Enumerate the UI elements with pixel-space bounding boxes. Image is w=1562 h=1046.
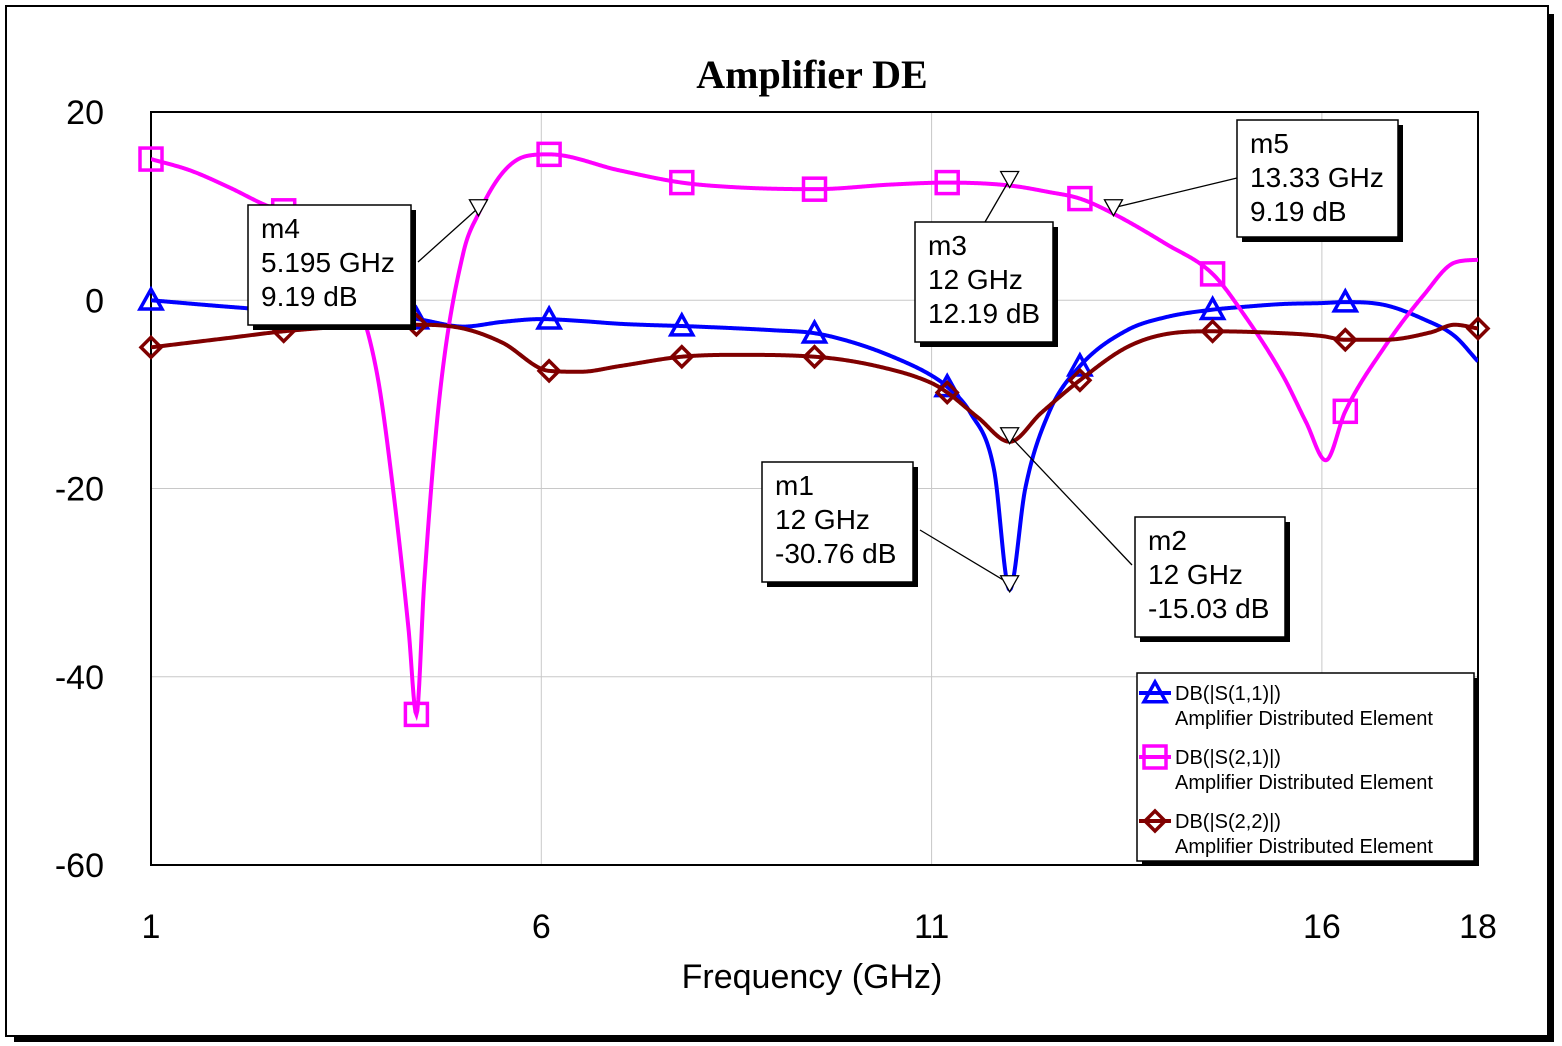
- series-marker-point: [1332, 327, 1358, 353]
- series-marker-point: [138, 334, 164, 360]
- series-marker-point: [1331, 287, 1360, 313]
- marker-pointer-m4: [468, 199, 489, 218]
- series-marker-point: [1332, 398, 1359, 425]
- marker-m2-value: -15.03 dB: [1148, 593, 1269, 624]
- shadow-right: [1548, 14, 1554, 1040]
- chart-title: Amplifier DE: [696, 52, 927, 97]
- marker-leader-m3: [984, 179, 1011, 223]
- series-marker-point: [536, 358, 562, 384]
- series-marker-point: [1067, 185, 1093, 212]
- marker-box-m3: [914, 221, 1054, 343]
- shadow-bottom: [14, 1036, 1554, 1042]
- marker-m4-name: m4: [261, 213, 300, 244]
- marker-m1-name: m1: [775, 470, 814, 501]
- legend-swatch-marker: [1141, 678, 1169, 704]
- marker-m4-freq: 5.195 GHz: [261, 247, 395, 278]
- marker-m3-name: m3: [928, 230, 967, 261]
- marker-box-m5: [1236, 119, 1399, 238]
- x-tick-label: 11: [914, 908, 949, 946]
- series-marker-point: [667, 311, 696, 337]
- marker-m5-freq: 13.33 GHz: [1250, 162, 1384, 193]
- legend-swatch-marker: [1142, 808, 1168, 834]
- legend-swatch-marker: [1142, 744, 1168, 770]
- legend: DB(|S(1,1)|) Amplifier Distributed Elemen…: [1136, 672, 1479, 866]
- marker-box-m2: [1134, 516, 1286, 638]
- marker-pointer-m3: [999, 170, 1020, 189]
- legend-series-name: DB(|S(2,1)|): [1175, 747, 1281, 769]
- series-marker-point: [802, 344, 827, 370]
- marker-m2-name: m2: [1148, 525, 1187, 556]
- marker-m3-value: 12.19 dB: [928, 298, 1040, 329]
- legend-series-subname: Amplifier Distributed Element: [1175, 836, 1433, 858]
- x-tick-label: 6: [532, 908, 551, 946]
- x-tick-label: 16: [1303, 908, 1341, 946]
- marker-m1-freq: 12 GHz: [775, 504, 870, 535]
- series-marker-point: [137, 285, 165, 311]
- series-marker-point: [138, 146, 164, 172]
- marker-pointer-m1: [999, 575, 1020, 594]
- series-marker-point: [1200, 318, 1226, 344]
- marker-m5-name: m5: [1250, 128, 1289, 159]
- series-marker-point: [1067, 367, 1093, 393]
- series-marker-point: [1065, 351, 1094, 377]
- series-marker-point: [535, 304, 564, 330]
- y-tick-label: -40: [55, 659, 104, 697]
- marker-pointer-m5: [1103, 199, 1124, 218]
- series-marker-point: [934, 169, 960, 196]
- marker-pointer-m2: [999, 427, 1020, 446]
- x-axis-ticks: 1 6 11 16 18: [142, 908, 1497, 946]
- x-axis-label: Frequency (GHz): [682, 958, 943, 996]
- legend-series-name: DB(|S(2,2)|): [1175, 811, 1281, 833]
- y-tick-label: 0: [85, 282, 104, 320]
- y-axis-ticks: 20 0 -20 -40 -60: [55, 94, 104, 885]
- legend-series-subname: Amplifier Distributed Element: [1175, 708, 1433, 730]
- series-marker-point: [669, 344, 695, 370]
- series-marker-point: [934, 380, 960, 405]
- x-tick-label: 18: [1459, 908, 1497, 946]
- marker-leader-m5: [1113, 177, 1238, 209]
- marker-m5-value: 9.19 dB: [1250, 196, 1347, 227]
- marker-m4-value: 9.19 dB: [261, 281, 358, 312]
- legend-box: [1136, 672, 1475, 862]
- marker-leader-m2: [1009, 435, 1133, 566]
- plot-area-border: [150, 111, 1479, 866]
- series-marker-point: [403, 701, 430, 728]
- series-marker-point: [669, 169, 695, 196]
- legend-series-name: DB(|S(1,1)|): [1175, 683, 1281, 705]
- marker-leader-m1: [919, 529, 1010, 585]
- marker-box-m4: [247, 204, 412, 326]
- series-marker-point: [1198, 295, 1227, 321]
- series-marker-point: [800, 318, 829, 344]
- x-tick-label: 1: [142, 908, 161, 946]
- marker-box-m1: [761, 461, 914, 583]
- marker-m3-freq: 12 GHz: [928, 264, 1023, 295]
- y-tick-label: -60: [55, 847, 104, 885]
- legend-series-subname: Amplifier Distributed Element: [1175, 772, 1433, 794]
- series-marker-point: [801, 176, 828, 202]
- marker-leader-m4: [417, 207, 479, 263]
- series-marker-point: [536, 141, 562, 168]
- series-marker-point: [1465, 316, 1491, 341]
- marker-m2-freq: 12 GHz: [1148, 559, 1243, 590]
- marker-m1-value: -30.76 dB: [775, 538, 896, 569]
- y-tick-label: 20: [66, 94, 104, 132]
- y-tick-label: -20: [55, 471, 104, 509]
- series-marker-point: [1199, 261, 1226, 287]
